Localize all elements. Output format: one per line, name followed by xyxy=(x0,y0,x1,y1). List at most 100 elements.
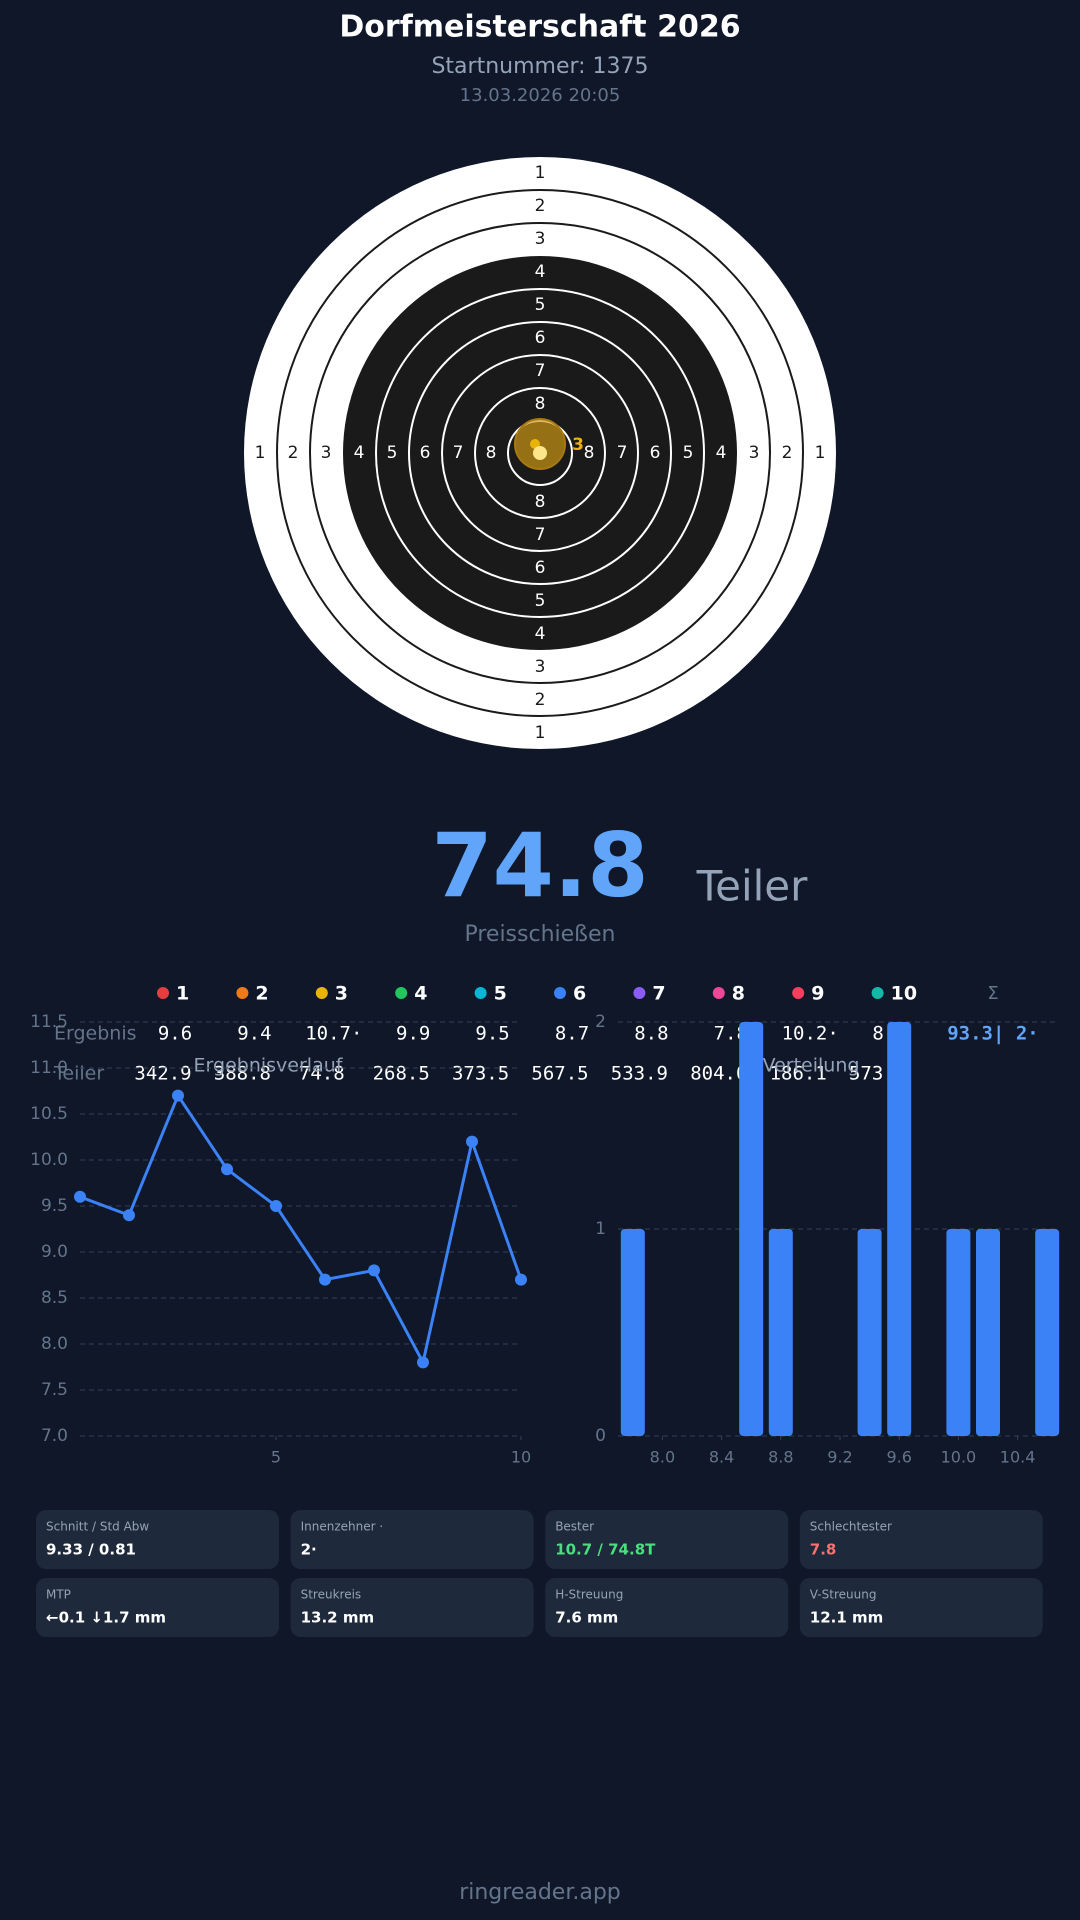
ring-label: 7 xyxy=(535,525,546,545)
shot-number: 1 xyxy=(176,983,189,1005)
ring-label: 8 xyxy=(486,443,497,463)
stat-card xyxy=(799,1510,1043,1569)
shot-color-dot xyxy=(633,987,646,999)
x-tick-label: 9.6 xyxy=(886,1448,911,1467)
stat-label: MTP xyxy=(46,1588,71,1602)
ring-label: 5 xyxy=(535,591,546,611)
stat-value: ←0.1 ↓1.7 mm xyxy=(46,1609,166,1627)
cell: 373.5 xyxy=(452,1063,509,1085)
ring-label: 2 xyxy=(288,443,299,463)
cell: 10.7· xyxy=(305,1023,362,1045)
ring-label: 4 xyxy=(716,443,727,463)
y-tick-label: 9.5 xyxy=(41,1196,68,1216)
score-mode: Preisschießen xyxy=(464,922,615,947)
stat-card xyxy=(36,1578,279,1637)
ring-label: 3 xyxy=(535,657,546,677)
ring-label: 6 xyxy=(420,443,431,463)
point xyxy=(123,1209,135,1222)
point xyxy=(368,1264,380,1277)
ring xyxy=(474,387,606,519)
ring-label: 3 xyxy=(535,229,546,249)
x-tick-label: 10.4 xyxy=(1000,1448,1036,1467)
x-tick-label: 8.4 xyxy=(709,1448,734,1467)
ring-label: 3 xyxy=(749,443,760,463)
y-tick-label: 10.5 xyxy=(30,1104,68,1124)
stat-label: Schlechtester xyxy=(810,1520,892,1534)
stat-card xyxy=(799,1578,1043,1637)
ring-label: 1 xyxy=(535,723,546,743)
shot-number: 10 xyxy=(891,983,917,1005)
stat-card xyxy=(290,1578,534,1637)
y-tick-label: 11.0 xyxy=(30,1058,68,1078)
stat-label: V-Streuung xyxy=(810,1588,877,1602)
ring xyxy=(309,222,771,684)
cell: 10.2· xyxy=(782,1023,839,1045)
ring-label: 1 xyxy=(255,443,266,463)
ring-label: 5 xyxy=(535,295,546,315)
shot-number: 4 xyxy=(414,983,427,1005)
stat-card xyxy=(36,1510,279,1569)
bar xyxy=(1035,1229,1060,1436)
x-tick-label: 9.2 xyxy=(827,1448,852,1467)
shot-number: 3 xyxy=(335,983,348,1005)
ring-label: 6 xyxy=(535,558,546,578)
stat-card xyxy=(290,1510,534,1569)
bar xyxy=(620,1229,645,1436)
x-tick-label: 5 xyxy=(271,1448,281,1467)
stat-label: Schnitt / Std Abw xyxy=(46,1520,149,1534)
point xyxy=(319,1273,331,1286)
datetime: 13.03.2026 20:05 xyxy=(460,85,621,106)
ring-label: 2 xyxy=(782,443,793,463)
stat-value: 7.8 xyxy=(810,1541,837,1559)
bar xyxy=(946,1229,971,1436)
ring xyxy=(408,321,672,585)
cell: 804.0 xyxy=(690,1063,747,1085)
ring-label: 8 xyxy=(584,443,595,463)
ring-label: 2 xyxy=(535,196,546,216)
y-tick-label: 8.0 xyxy=(41,1334,68,1354)
x-tick-label: 8.8 xyxy=(768,1448,793,1467)
chart-title: Verteilung xyxy=(763,1055,860,1077)
point xyxy=(74,1190,86,1203)
ring-label: 1 xyxy=(815,443,826,463)
ring-label: 6 xyxy=(535,328,546,348)
ring xyxy=(375,288,705,618)
stat-label: Innenzehner · xyxy=(301,1520,384,1534)
y-tick-label: 7.0 xyxy=(41,1426,68,1446)
ring xyxy=(276,189,804,717)
stat-value: 10.7 / 74.8T xyxy=(555,1541,656,1559)
y-tick-label: 7.5 xyxy=(41,1380,68,1400)
stat-label: Streukreis xyxy=(301,1588,362,1602)
cell: 186.1 xyxy=(770,1063,827,1085)
cell: 268.5 xyxy=(373,1063,430,1085)
stat-card xyxy=(545,1578,789,1637)
cell: 342.9 xyxy=(134,1063,191,1085)
score-value: 74.8 xyxy=(431,814,648,917)
y-tick-label: 0 xyxy=(595,1426,606,1446)
ring xyxy=(441,354,639,552)
shot-color-dot xyxy=(474,987,487,999)
stat-value: 9.33 / 0.81 xyxy=(46,1541,136,1559)
shot-color-dot xyxy=(395,987,408,999)
ring-label: 7 xyxy=(617,443,628,463)
shot-color-dot xyxy=(554,987,566,999)
cell: 8.7 xyxy=(555,1023,589,1045)
cell: 567.5 xyxy=(531,1063,588,1085)
ring-label: 5 xyxy=(387,443,398,463)
title: Dorfmeisterschaft 2026 xyxy=(339,10,740,45)
shot-color-dot xyxy=(315,987,328,999)
stat-label: Bester xyxy=(555,1520,594,1534)
x-tick-label: 10 xyxy=(511,1448,531,1467)
bar xyxy=(857,1229,882,1436)
ring-label: 8 xyxy=(535,492,546,512)
shot-number: 5 xyxy=(494,983,507,1005)
cell: 533.9 xyxy=(611,1063,668,1085)
shot-color-dot xyxy=(792,987,805,999)
x-tick-label: 10.0 xyxy=(941,1448,977,1467)
chart-title: Ergebnisverlauf xyxy=(194,1055,344,1077)
marker-label: 3 xyxy=(572,435,584,455)
ring-label: 3 xyxy=(321,443,332,463)
cell: 8.8 xyxy=(634,1023,668,1045)
stat-value: 7.6 mm xyxy=(555,1609,618,1627)
